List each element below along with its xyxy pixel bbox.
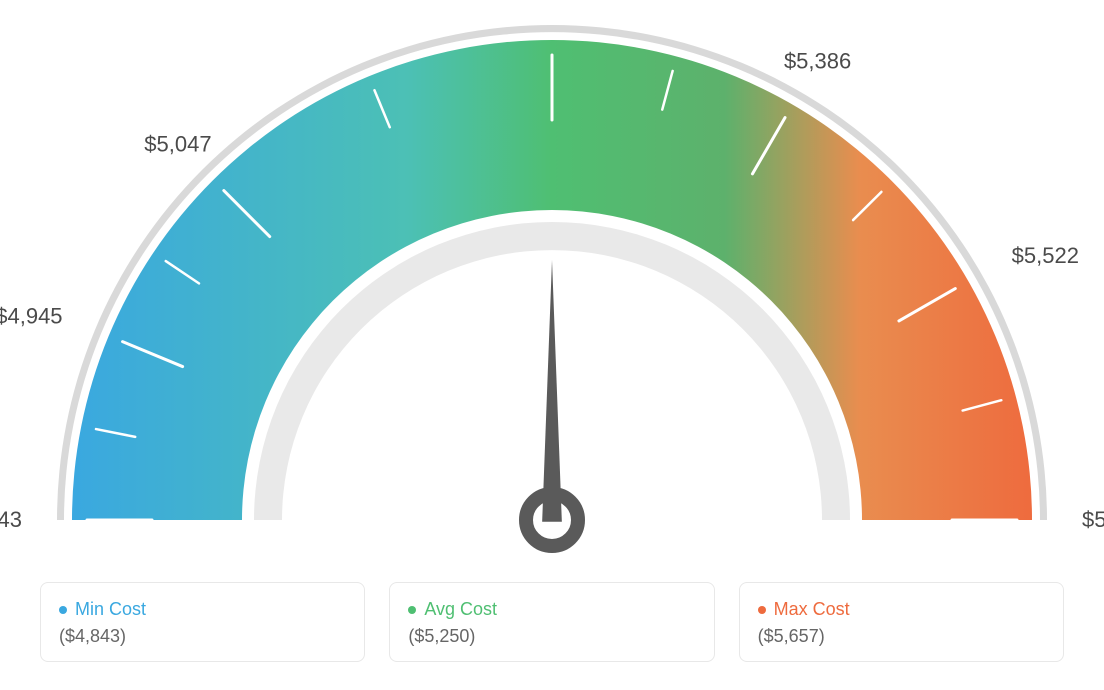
max-cost-card: Max Cost ($5,657) <box>739 582 1064 662</box>
avg-cost-value: ($5,250) <box>408 626 695 647</box>
gauge-tick-label: $5,250 <box>518 0 585 2</box>
min-cost-value: ($4,843) <box>59 626 346 647</box>
min-dot-icon <box>59 606 67 614</box>
avg-cost-card: Avg Cost ($5,250) <box>389 582 714 662</box>
cost-cards: Min Cost ($4,843) Avg Cost ($5,250) Max … <box>40 582 1064 662</box>
gauge-tick-label: $4,945 <box>0 304 63 329</box>
max-cost-value: ($5,657) <box>758 626 1045 647</box>
gauge-tick-label: $5,657 <box>1082 507 1104 532</box>
min-cost-card: Min Cost ($4,843) <box>40 582 365 662</box>
min-cost-label: Min Cost <box>75 599 146 620</box>
gauge-tick-label: $5,522 <box>1012 243 1079 268</box>
gauge-chart: $4,843 $4,945 $5,047 $5,250 $5,386 $5,522 $5,6… <box>0 0 1104 560</box>
gauge-tick-label: $4,843 <box>0 507 22 532</box>
max-cost-label: Max Cost <box>774 599 850 620</box>
avg-dot-icon <box>408 606 416 614</box>
max-dot-icon <box>758 606 766 614</box>
gauge-tick-label: $5,386 <box>784 48 851 73</box>
gauge-tick-label: $5,047 <box>144 132 211 157</box>
avg-cost-label: Avg Cost <box>424 599 497 620</box>
